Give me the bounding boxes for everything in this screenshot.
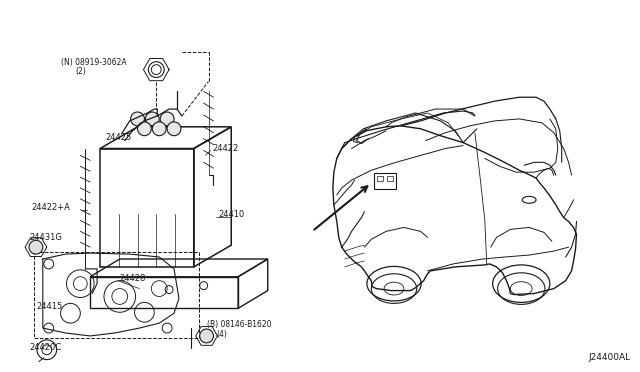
Bar	[374, 173, 396, 189]
Bar	[387, 176, 393, 181]
Circle shape	[152, 122, 166, 136]
Text: J24400AL: J24400AL	[588, 353, 630, 362]
Text: 24422: 24422	[212, 144, 239, 153]
Text: 24425: 24425	[105, 133, 131, 142]
Text: (N) 08919-3062A: (N) 08919-3062A	[61, 58, 126, 67]
Text: 24431G: 24431G	[29, 233, 62, 242]
Bar	[34, 252, 198, 338]
Bar	[377, 176, 383, 181]
Circle shape	[200, 329, 214, 343]
Circle shape	[145, 112, 159, 126]
Text: 24422+A: 24422+A	[31, 203, 70, 212]
Circle shape	[138, 122, 151, 136]
Circle shape	[29, 240, 43, 254]
Circle shape	[160, 112, 174, 126]
Text: (2): (2)	[76, 67, 86, 76]
Circle shape	[131, 112, 145, 126]
Text: 24410: 24410	[218, 210, 244, 219]
Text: 24415: 24415	[36, 302, 62, 311]
Circle shape	[167, 122, 181, 136]
Text: (B) 08146-B1620: (B) 08146-B1620	[207, 320, 271, 329]
Text: 24428: 24428	[120, 274, 146, 283]
Text: 24420C: 24420C	[29, 343, 61, 352]
Text: (4): (4)	[216, 330, 227, 339]
